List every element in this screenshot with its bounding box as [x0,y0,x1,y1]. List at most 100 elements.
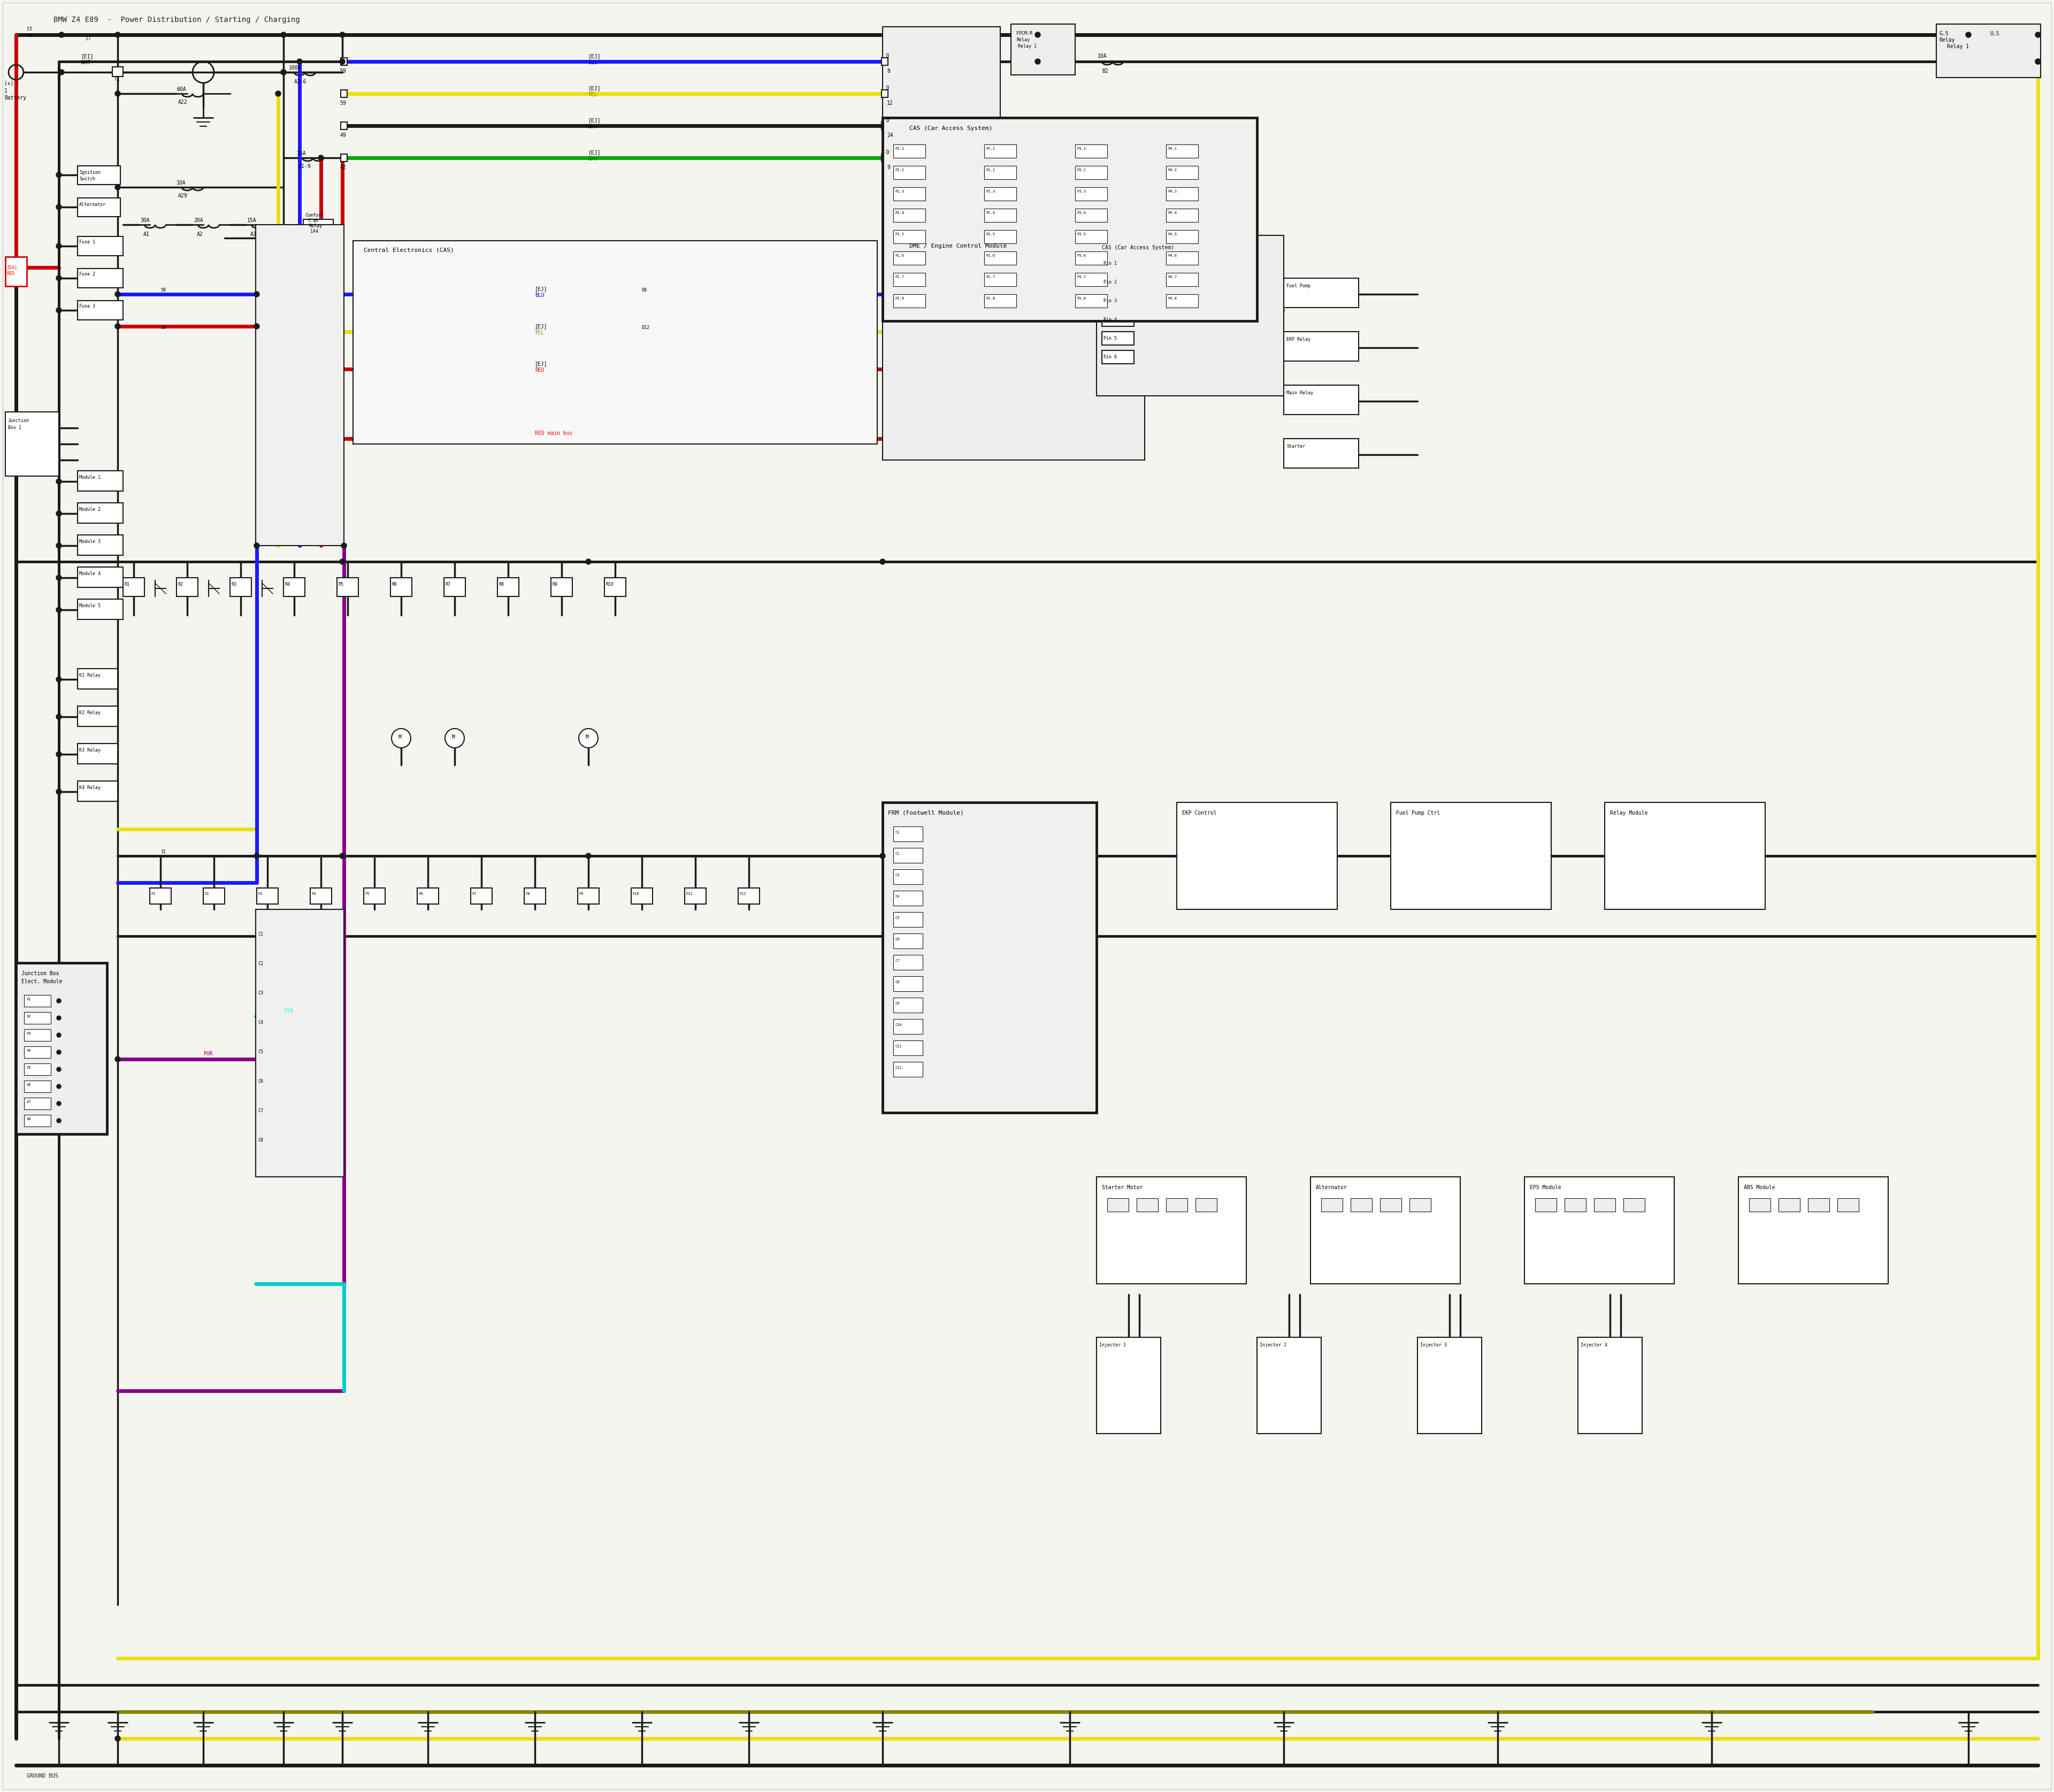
Text: C7: C7 [259,1109,263,1113]
Bar [1097,1177,1247,1283]
Bar [893,826,922,842]
Text: R1: R1 [123,582,129,586]
Bar [1167,145,1197,158]
Text: 16: 16 [27,34,33,38]
Text: 15: 15 [27,27,33,32]
Text: F3: F3 [259,892,263,896]
Text: R3: R3 [230,582,236,586]
Text: C2: C2 [259,961,263,966]
Bar [1937,23,2040,77]
Bar [6,256,27,287]
Text: M: M [452,735,456,740]
Text: Relay: Relay [1939,38,1955,43]
Bar [893,955,922,969]
Bar [1074,272,1107,287]
Circle shape [341,543,347,548]
Bar [1167,1199,1187,1211]
Text: P3.8: P3.8 [1076,297,1087,299]
Circle shape [2036,59,2040,65]
Text: P3.1: P3.1 [1076,147,1087,151]
Text: Relay 1: Relay 1 [1947,43,1970,48]
Text: GROUND BUS: GROUND BUS [27,1774,58,1779]
Text: P4.2: P4.2 [1167,168,1177,172]
Bar [893,167,926,179]
Text: ABS Module: ABS Module [1744,1185,1775,1190]
Bar [255,224,343,545]
Bar [984,208,1017,222]
Text: D: D [885,86,889,91]
Bar [337,577,357,597]
Text: P2.3: P2.3 [986,190,994,194]
Text: R10: R10 [606,582,614,586]
Bar [1101,256,1134,271]
Bar [341,122,347,129]
Text: C7: C7 [896,959,900,962]
Text: 20A: 20A [193,217,203,222]
Bar [78,237,123,256]
Circle shape [339,59,345,65]
Bar [25,1029,51,1041]
Circle shape [879,559,885,564]
Circle shape [115,324,121,330]
Text: [EJ]: [EJ] [587,151,602,156]
Bar [203,889,224,903]
Text: Module 5: Module 5 [80,604,101,607]
Text: M: M [398,735,403,740]
Text: 59: 59 [160,289,166,292]
Text: X2: X2 [27,1014,31,1018]
Circle shape [55,204,62,210]
Text: T1: T1 [113,77,121,82]
Text: F11: F11 [686,892,692,896]
Text: Comfort: Comfort [304,213,325,217]
Text: P2.1: P2.1 [986,147,994,151]
Text: Battery: Battery [4,95,27,100]
Circle shape [58,1118,62,1124]
Bar [631,889,653,903]
Bar [25,1081,51,1093]
Bar [78,197,121,217]
Bar [550,577,573,597]
Text: Pin 3: Pin 3 [1103,299,1117,303]
Bar [150,889,170,903]
Bar [78,599,123,620]
Text: Ignition: Ignition [80,170,101,176]
Circle shape [55,575,62,581]
Bar [1074,208,1107,222]
Bar [684,889,707,903]
Circle shape [55,715,62,719]
Bar [1177,803,1337,909]
Text: K1 Relay: K1 Relay [80,674,101,677]
Text: 15A: 15A [298,151,306,156]
Text: Fuse 2: Fuse 2 [80,272,94,276]
Bar [984,229,1017,244]
Text: D: D [885,54,889,59]
Circle shape [2036,32,2040,38]
Text: P3.4: P3.4 [1076,211,1087,215]
Bar [1594,1199,1614,1211]
Bar [893,998,922,1012]
Bar [524,889,546,903]
Text: RED: RED [6,271,14,276]
Text: [EA]: [EA] [6,265,16,269]
Bar [1779,1199,1799,1211]
Bar [1167,272,1197,287]
Circle shape [55,788,62,794]
Text: P2.2: P2.2 [986,168,994,172]
Text: 10A: 10A [177,181,187,186]
Text: C6: C6 [259,1079,263,1084]
Text: RED: RED [534,367,544,373]
Bar [25,1012,51,1023]
Text: C2: C2 [896,853,900,855]
Text: BLU: BLU [534,292,544,297]
Text: Alternator: Alternator [1317,1185,1347,1190]
Text: R4: R4 [286,582,290,586]
Text: Relay 1: Relay 1 [1019,43,1037,48]
Text: C8: C8 [259,1138,263,1143]
Bar [78,536,123,556]
Bar [984,251,1017,265]
Text: 59: 59 [339,68,345,73]
Text: 15A: 15A [246,217,257,222]
Bar [881,154,887,161]
Text: Pin 5: Pin 5 [1103,335,1117,340]
Bar [883,803,1097,1113]
